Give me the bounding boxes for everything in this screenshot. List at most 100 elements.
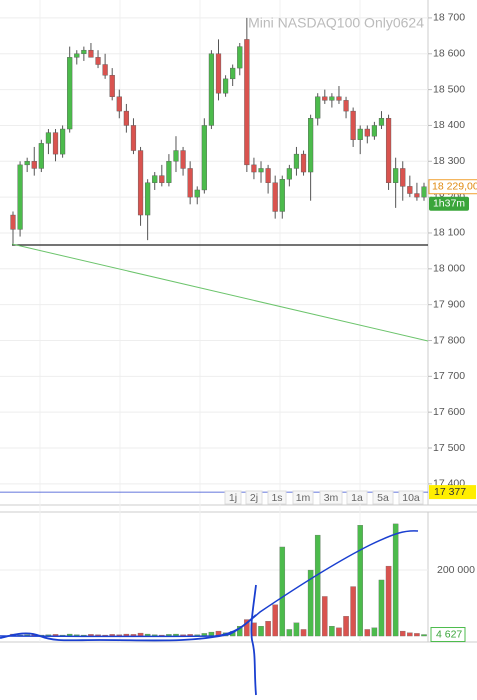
- timer: 1h37m: [433, 198, 465, 210]
- candle-body: [31, 161, 37, 169]
- candle-body: [88, 49, 94, 58]
- volume-bar: [300, 629, 307, 637]
- candle-body: [17, 164, 23, 230]
- y-tick-label: 18 700: [433, 12, 465, 24]
- candle-body: [315, 96, 321, 119]
- candle-body: [400, 168, 406, 187]
- y-tick-label: 18 400: [433, 119, 465, 131]
- candle-body: [308, 118, 314, 173]
- candle-body: [421, 186, 427, 198]
- candle-body: [343, 100, 349, 112]
- candle-body: [74, 53, 80, 58]
- candle-body: [336, 96, 342, 101]
- candle-body: [364, 128, 370, 137]
- candle-body: [407, 186, 413, 194]
- range-button[interactable]: [319, 490, 343, 505]
- volume-bar: [357, 525, 363, 637]
- range-button[interactable]: [398, 490, 424, 505]
- candle-body: [222, 78, 229, 94]
- range-button[interactable]: [292, 490, 314, 505]
- range-button[interactable]: [267, 490, 287, 505]
- range-button-label[interactable]: 1a: [351, 492, 363, 504]
- y-tick-label: 200 000: [437, 564, 475, 576]
- volume-bar: [314, 534, 321, 637]
- range-button-label[interactable]: 10a: [402, 492, 420, 504]
- candle-body: [52, 132, 59, 155]
- candle-body: [201, 125, 207, 191]
- candle-body: [24, 161, 30, 166]
- candle-body: [145, 182, 151, 216]
- candle-body: [187, 168, 193, 198]
- candle-body: [194, 189, 200, 198]
- volume-bar: [364, 629, 371, 637]
- candle-body: [215, 53, 222, 94]
- candle-body: [81, 49, 87, 54]
- candle-body: [102, 64, 108, 76]
- y-tick-label: 18 500: [433, 83, 465, 95]
- y-tick-label: 18 300: [433, 155, 465, 167]
- volume-bar: [293, 622, 300, 637]
- volume-bar: [279, 546, 286, 637]
- last-price-box: [428, 179, 477, 195]
- range-button-label[interactable]: 1m: [296, 492, 311, 504]
- volume-bar: [137, 632, 144, 637]
- y-tick-label: 17 700: [433, 370, 465, 382]
- candle-body: [152, 175, 158, 183]
- candle-body: [159, 175, 165, 183]
- range-button[interactable]: [346, 490, 368, 505]
- volume-bar: [421, 634, 427, 637]
- timer-box: [429, 196, 469, 211]
- candle-body: [130, 125, 137, 151]
- volume-bar: [336, 627, 342, 637]
- candle-body: [173, 150, 179, 162]
- candle-body: [329, 96, 335, 101]
- volume-bar: [407, 632, 413, 637]
- range-button-label[interactable]: 1j: [229, 492, 237, 504]
- range-button-label[interactable]: 2j: [250, 492, 258, 504]
- volume-bar: [371, 627, 378, 637]
- last-volume-label: 4 627: [436, 628, 462, 640]
- candle-body: [137, 150, 144, 216]
- y-tick-label: 17 800: [433, 334, 465, 346]
- price-line-label: 17 377: [434, 486, 466, 498]
- candle-body: [208, 53, 215, 126]
- candle-body: [60, 128, 66, 155]
- drawing-curve: [0, 614, 257, 642]
- range-button-label[interactable]: 1s: [271, 492, 282, 504]
- volume-bar: [392, 523, 399, 637]
- candle-body: [251, 164, 257, 173]
- range-button[interactable]: [224, 490, 242, 505]
- range-button-label[interactable]: 5a: [377, 492, 389, 504]
- candle-body: [95, 57, 101, 65]
- volume-bar: [399, 630, 406, 637]
- candle-body: [237, 46, 243, 69]
- range-button[interactable]: [372, 490, 394, 505]
- candle-body: [279, 179, 285, 212]
- volume-bar: [265, 621, 271, 637]
- candle-body: [166, 161, 172, 183]
- candle-body: [322, 96, 328, 101]
- last-price-label: 18 229,00: [432, 181, 477, 193]
- candle-body: [116, 96, 122, 112]
- price-line-box: [429, 485, 476, 500]
- y-tick-label: 17 600: [433, 406, 465, 418]
- volume-bar: [343, 616, 349, 637]
- chart-title: Mini NASDAQ100 Only0624: [248, 15, 424, 31]
- volume-bar: [378, 579, 385, 637]
- candle-body: [286, 168, 292, 180]
- trend-line: [11, 243, 429, 342]
- candle-body: [123, 110, 129, 126]
- volume-bar: [414, 633, 420, 637]
- range-button[interactable]: [245, 490, 263, 505]
- volume-bar: [350, 586, 356, 637]
- candle-body: [414, 193, 420, 198]
- candle-body: [230, 67, 236, 80]
- volume-bar: [385, 565, 392, 637]
- range-button-label[interactable]: 3m: [324, 492, 339, 504]
- volume-bar: [244, 619, 250, 637]
- volume-bar: [272, 604, 278, 637]
- y-tick-label: 18 000: [433, 263, 465, 275]
- candle-body: [300, 153, 307, 173]
- last-volume-box: [430, 627, 466, 643]
